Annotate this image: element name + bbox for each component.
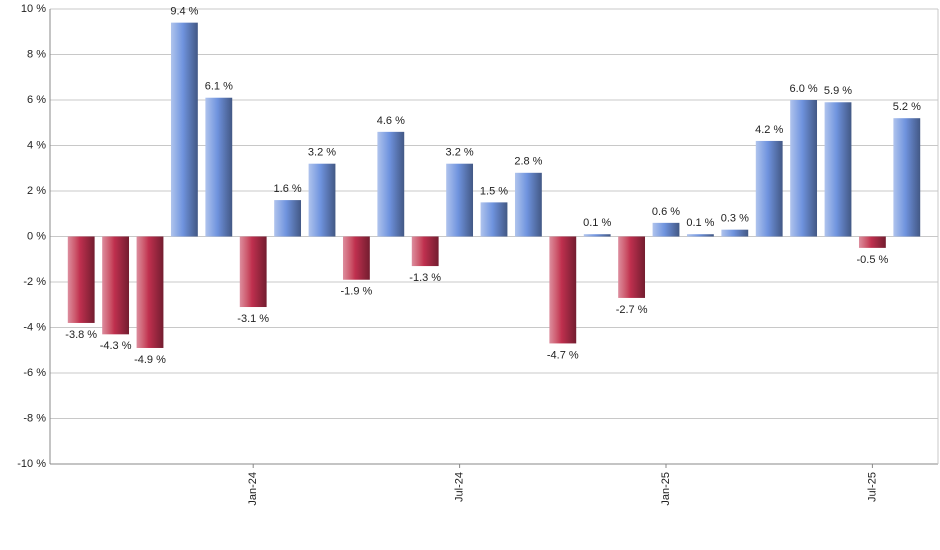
value-label: -4.9 % bbox=[134, 354, 166, 366]
bar bbox=[170, 22, 198, 237]
bar bbox=[102, 236, 130, 335]
value-label: 9.4 % bbox=[170, 6, 198, 18]
value-label: -0.5 % bbox=[857, 254, 889, 266]
value-label: -1.3 % bbox=[409, 272, 441, 284]
bar bbox=[514, 172, 542, 237]
bar bbox=[549, 236, 577, 344]
bar bbox=[342, 236, 370, 280]
x-tick-label: Jul-24 bbox=[454, 472, 466, 502]
bar bbox=[858, 236, 886, 248]
x-tick-label: Jul-25 bbox=[866, 472, 878, 502]
y-tick-label: 0 % bbox=[27, 230, 46, 242]
y-tick-label: -6 % bbox=[23, 367, 46, 379]
value-label: 6.0 % bbox=[790, 83, 818, 95]
value-label: 6.1 % bbox=[205, 81, 233, 93]
bar bbox=[652, 222, 680, 237]
y-tick-label: 2 % bbox=[27, 185, 46, 197]
value-label: 3.2 % bbox=[308, 147, 336, 159]
bar bbox=[893, 118, 921, 237]
value-label: 3.2 % bbox=[446, 147, 474, 159]
value-label: 0.1 % bbox=[583, 217, 611, 229]
value-label: 4.6 % bbox=[377, 115, 405, 127]
bar bbox=[480, 202, 508, 237]
value-label: 0.1 % bbox=[686, 217, 714, 229]
y-tick-label: 10 % bbox=[21, 3, 46, 15]
bar bbox=[377, 131, 405, 237]
bar bbox=[583, 234, 611, 237]
value-label: -3.1 % bbox=[237, 313, 269, 325]
y-tick-label: 6 % bbox=[27, 94, 46, 106]
y-tick-label: 4 % bbox=[27, 139, 46, 151]
y-tick-label: -8 % bbox=[23, 412, 46, 424]
value-label: 0.6 % bbox=[652, 206, 680, 218]
y-tick-label: -4 % bbox=[23, 321, 46, 333]
y-tick-label: 8 % bbox=[27, 48, 46, 60]
bar bbox=[67, 236, 95, 323]
value-label: -2.7 % bbox=[616, 304, 648, 316]
bar bbox=[308, 163, 336, 237]
value-label: 5.9 % bbox=[824, 85, 852, 97]
bar bbox=[755, 140, 783, 237]
value-label: -3.8 % bbox=[65, 329, 97, 341]
value-label: 0.3 % bbox=[721, 213, 749, 225]
value-label: -4.7 % bbox=[547, 349, 579, 361]
bar bbox=[205, 97, 233, 237]
bar bbox=[618, 236, 646, 298]
bar bbox=[446, 163, 474, 237]
y-tick-label: -10 % bbox=[17, 458, 46, 470]
x-tick-label: Jan-25 bbox=[660, 472, 672, 506]
bar bbox=[274, 200, 302, 237]
bar bbox=[686, 234, 714, 237]
bar bbox=[239, 236, 267, 308]
bar bbox=[790, 100, 818, 237]
value-label: 4.2 % bbox=[755, 124, 783, 136]
value-label: 5.2 % bbox=[893, 101, 921, 113]
value-label: 2.8 % bbox=[514, 156, 542, 168]
value-label: 1.6 % bbox=[274, 183, 302, 195]
bar bbox=[411, 236, 439, 267]
value-label: -4.3 % bbox=[100, 340, 132, 352]
bar bbox=[136, 236, 164, 348]
bar bbox=[721, 229, 749, 237]
value-label: -1.9 % bbox=[341, 286, 373, 298]
bar bbox=[824, 102, 852, 237]
y-tick-label: -2 % bbox=[23, 276, 46, 288]
value-label: 1.5 % bbox=[480, 185, 508, 197]
x-tick-label: Jan-24 bbox=[247, 472, 259, 506]
